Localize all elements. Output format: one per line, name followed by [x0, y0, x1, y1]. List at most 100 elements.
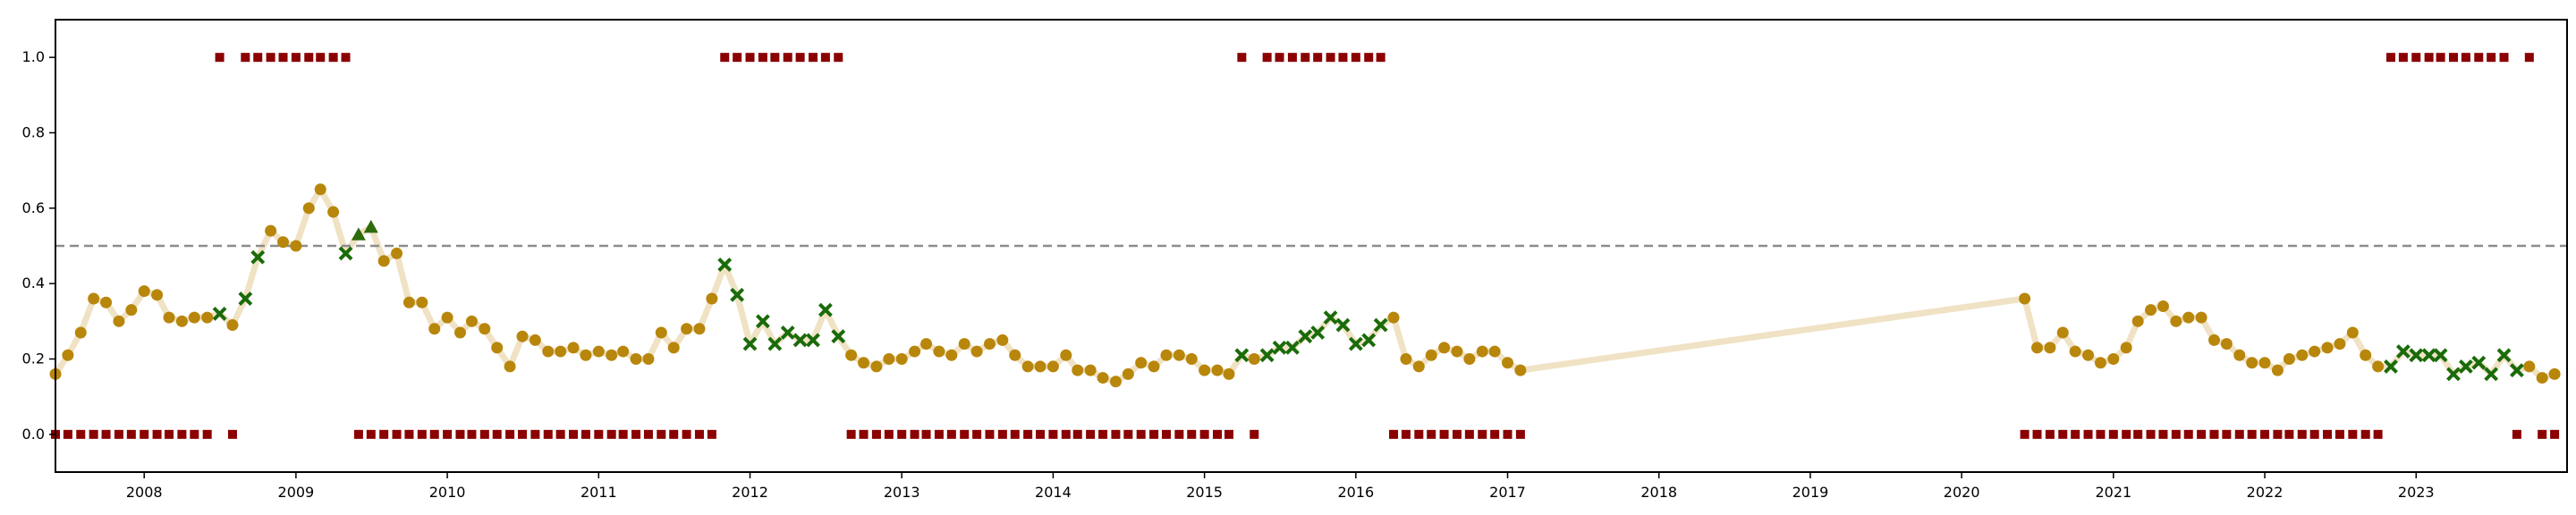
circle-marker	[201, 311, 214, 324]
square-marker	[618, 429, 628, 439]
circle-marker	[667, 342, 680, 354]
circle-marker	[706, 292, 718, 305]
square-marker	[479, 429, 489, 439]
square-marker	[2538, 429, 2547, 439]
circle-marker	[693, 323, 706, 335]
square-marker	[1401, 429, 1411, 439]
square-marker	[1376, 53, 1385, 63]
circle-marker	[1160, 349, 1173, 361]
circle-marker	[2372, 360, 2385, 373]
square-marker	[859, 429, 869, 439]
square-marker	[429, 429, 439, 439]
square-marker	[2461, 53, 2470, 63]
square-marker	[353, 429, 363, 439]
x-tick-label: 2008	[126, 484, 163, 501]
circle-marker	[2334, 338, 2346, 350]
circle-marker	[2271, 364, 2284, 376]
circle-marker	[2019, 292, 2031, 305]
square-marker	[101, 429, 111, 439]
circle-marker	[2321, 342, 2334, 354]
x-tick-label: 2017	[1489, 484, 1526, 501]
square-marker	[580, 429, 590, 439]
circle-marker	[2157, 300, 2169, 312]
square-marker	[177, 429, 187, 439]
square-marker	[126, 429, 136, 439]
circle-marker	[845, 349, 858, 361]
square-marker	[76, 429, 86, 439]
square-marker	[2524, 53, 2534, 63]
circle-marker	[580, 349, 592, 361]
square-marker	[1389, 429, 1399, 439]
square-marker	[304, 53, 314, 63]
square-marker	[846, 429, 856, 439]
cross-marker	[1361, 333, 1377, 348]
square-marker	[555, 429, 565, 439]
circle-marker	[958, 338, 970, 350]
square-marker	[1313, 53, 1323, 63]
circle-marker	[428, 323, 441, 335]
y-tick-label: 0.4	[22, 274, 45, 291]
circle-marker	[996, 333, 1009, 346]
circle-marker	[2360, 349, 2372, 361]
circle-marker	[642, 353, 655, 365]
square-marker	[241, 53, 250, 63]
circle-marker	[1502, 357, 1514, 369]
circle-marker	[2082, 349, 2095, 361]
circle-marker	[1425, 349, 1437, 361]
square-marker	[1250, 429, 1259, 439]
square-marker	[2020, 429, 2029, 439]
cross-marker	[1323, 310, 1338, 325]
x-tick-label: 2023	[2398, 484, 2435, 501]
square-marker	[1212, 429, 1222, 439]
square-marker	[1048, 429, 1058, 439]
square-marker	[2171, 429, 2181, 439]
x-tick-label: 2010	[429, 484, 466, 501]
circle-marker	[2283, 353, 2295, 365]
square-marker	[1036, 429, 1046, 439]
square-marker	[1023, 429, 1033, 439]
circle-marker	[175, 315, 188, 327]
square-marker	[2197, 429, 2207, 439]
series-markers-layer	[49, 53, 2561, 439]
circle-marker	[151, 289, 164, 301]
circle-marker	[2195, 311, 2207, 324]
cross-marker	[2421, 348, 2436, 363]
circle-marker	[290, 240, 302, 252]
circle-marker	[2120, 342, 2132, 354]
square-marker	[745, 53, 755, 63]
square-marker	[669, 429, 679, 439]
square-marker	[1224, 429, 1233, 439]
square-marker	[1326, 53, 1335, 63]
square-marker	[2297, 429, 2307, 439]
circle-marker	[1476, 345, 1488, 358]
square-marker	[1136, 429, 1146, 439]
circle-marker	[2131, 315, 2144, 327]
circle-marker	[314, 183, 326, 196]
square-marker	[808, 53, 818, 63]
square-marker	[190, 429, 199, 439]
square-marker	[820, 53, 830, 63]
circle-marker	[2536, 372, 2548, 384]
square-marker	[455, 429, 465, 439]
square-marker	[2474, 53, 2484, 63]
circle-marker	[870, 360, 883, 373]
square-marker	[379, 429, 389, 439]
square-marker	[1287, 53, 1297, 63]
cross-marker	[1234, 348, 1250, 363]
square-marker	[2448, 53, 2458, 63]
circle-marker	[2346, 326, 2359, 339]
square-marker	[834, 53, 843, 63]
circle-marker	[555, 345, 567, 358]
circle-marker	[391, 247, 403, 259]
square-marker	[2071, 429, 2080, 439]
circle-marker	[125, 304, 138, 317]
circle-marker	[529, 333, 541, 346]
x-tick-label: 2011	[580, 484, 617, 501]
square-marker	[89, 429, 98, 439]
circle-marker	[113, 315, 125, 327]
circle-marker	[2145, 304, 2157, 317]
cross-marker	[2409, 348, 2424, 363]
square-marker	[2096, 429, 2106, 439]
square-marker	[140, 429, 149, 439]
x-tick-label: 2014	[1035, 484, 1072, 501]
